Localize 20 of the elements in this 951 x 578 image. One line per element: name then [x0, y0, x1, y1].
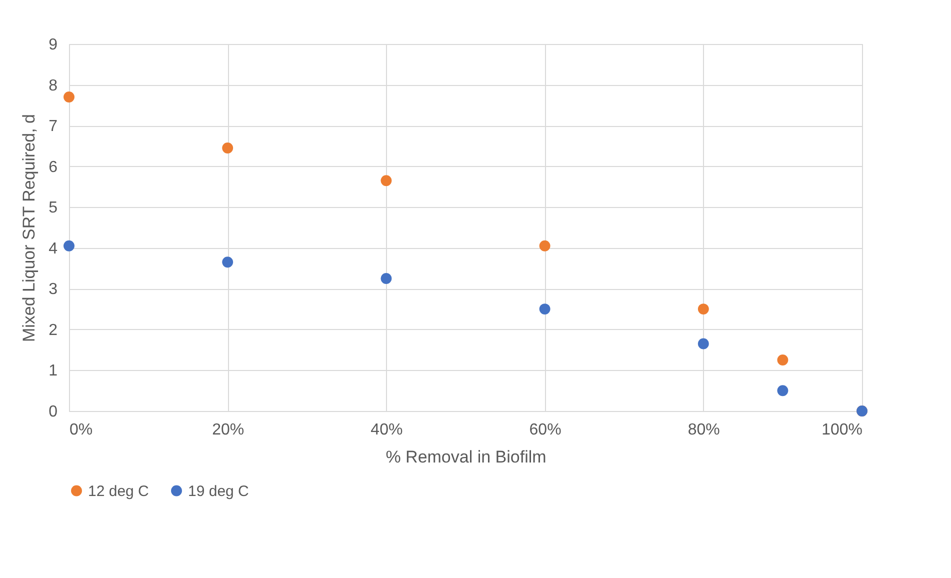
x-tick-label: 40%	[370, 422, 403, 438]
legend-label: 19 deg C	[188, 482, 250, 500]
x-tick-label: 80%	[688, 422, 720, 438]
y-tick-label: 4	[48, 240, 58, 258]
y-tick-label: 5	[48, 200, 58, 217]
y-tick-label: 7	[48, 118, 58, 136]
y-tick-label: 1	[48, 362, 58, 380]
y-tick-label: 0	[48, 404, 58, 420]
x-tick-label: 100%	[822, 422, 862, 438]
legend-label: 12 deg C	[88, 482, 150, 500]
y-tick-label: 9	[48, 36, 58, 54]
y-tick-label: 8	[48, 77, 58, 94]
x-tick-label: 60%	[529, 422, 562, 438]
y-axis-title: Mixed Liquor SRT Required, d	[20, 114, 39, 342]
x-tick-label: 0%	[70, 422, 93, 438]
x-tick-label: 20%	[212, 422, 244, 438]
y-tick-label: 2	[48, 322, 58, 339]
y-tick-label: 3	[48, 281, 58, 298]
x-axis-title: % Removal in Biofilm	[386, 448, 546, 466]
y-tick-label: 6	[48, 158, 58, 176]
